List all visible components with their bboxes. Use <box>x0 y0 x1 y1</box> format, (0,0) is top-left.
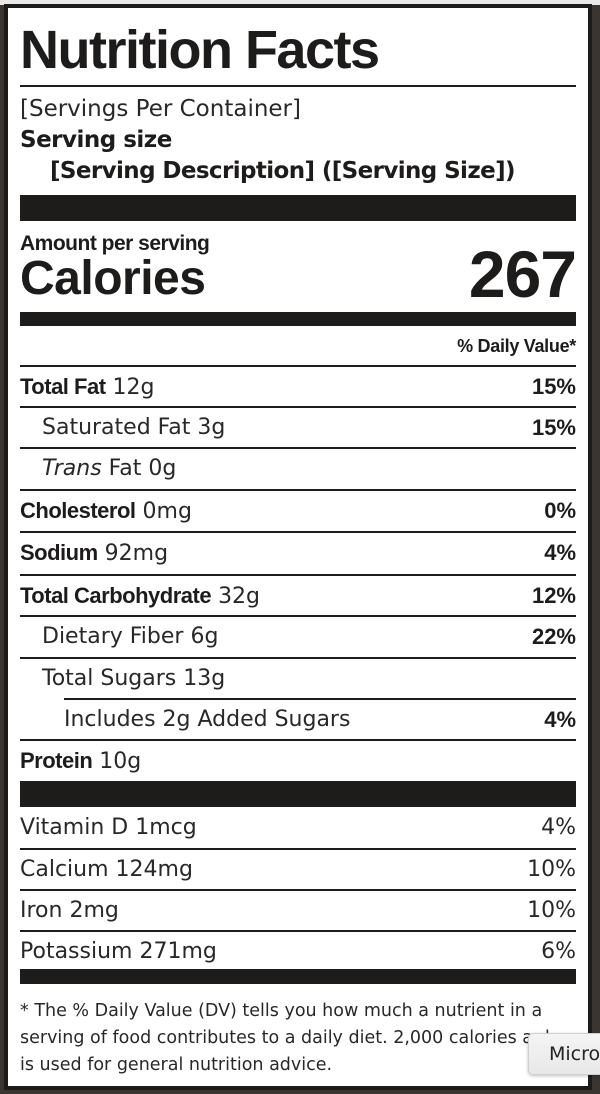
tooltip: Micro <box>528 1033 600 1075</box>
divider-thick <box>20 781 576 807</box>
divider-medium <box>20 969 576 984</box>
vitamin-dv: 10% <box>527 857 576 882</box>
nutrient-name: Fat <box>108 456 142 481</box>
nutrient-dv: 22% <box>531 623 576 649</box>
nutrient-name: Dietary Fiber <box>42 624 184 649</box>
footnote: * The % Daily Value (DV) tells you how m… <box>20 1001 571 1075</box>
vitamin-dv: 10% <box>527 898 576 923</box>
nutrient-dv: 4% <box>544 539 576 565</box>
nutrient-row-dietary-fiber: Dietary Fiber 6g 22% <box>20 615 576 656</box>
vitamin-amount: 271mg <box>139 939 217 964</box>
label-title: Nutrition Facts <box>20 20 380 80</box>
top-strip <box>0 0 600 5</box>
nutrient-name: Total Sugars <box>42 666 177 691</box>
servings-per-container: [Servings Per Container] <box>20 96 301 122</box>
nutrient-amount: 32g <box>218 583 261 609</box>
nutrient-amount: 92mg <box>104 540 169 566</box>
nutrient-row-protein: Protein 10g <box>20 739 576 780</box>
nutrient-amount: 10g <box>99 748 142 774</box>
nutrient-row-trans-fat: Trans Fat 0g <box>20 447 576 488</box>
vitamin-row-calcium: Calcium 124mg 10% <box>20 848 576 889</box>
amount-per-serving: Amount per serving <box>20 232 210 255</box>
label-inner: Nutrition Facts [Servings Per Container]… <box>20 8 577 1086</box>
nutrient-amount: 6g <box>190 624 219 649</box>
vitamin-amount: 1mcg <box>135 815 197 840</box>
vitamin-row-potassium: Potassium 271mg 6% <box>20 930 576 971</box>
nutrient-dv: 12% <box>531 582 576 608</box>
nutrient-name: Saturated Fat <box>42 415 191 440</box>
nutrient-dv: 4% <box>544 706 576 732</box>
nutrient-row-cholesterol: Cholesterol 0mg 0% <box>20 489 576 530</box>
nutrient-dv: 15% <box>531 373 576 399</box>
divider-medium <box>20 312 576 326</box>
divider-thick <box>20 195 576 221</box>
nutrient-amount: 3g <box>197 415 226 440</box>
nutrient-amount: 0g <box>148 456 177 481</box>
nutrient-row-total-fat: Total Fat 12g 15% <box>20 365 576 406</box>
nutrient-amount: 0mg <box>142 498 192 524</box>
nutrient-name: Includes 2g Added Sugars <box>64 707 351 732</box>
nutrient-row-total-carbohydrate: Total Carbohydrate 32g 12% <box>20 574 576 615</box>
nutrient-name-italic: Trans <box>42 456 102 481</box>
vitamin-dv: 4% <box>541 815 576 840</box>
nutrient-name: Total Carbohydrate <box>20 582 212 608</box>
vitamin-name: Potassium <box>20 939 133 964</box>
nutrition-facts-label: Nutrition Facts [Servings Per Container]… <box>4 4 592 1090</box>
nutrient-name: Sodium <box>20 539 98 565</box>
vitamin-name: Vitamin D <box>20 815 129 840</box>
nutrient-row-saturated-fat: Saturated Fat 3g 15% <box>20 406 576 447</box>
nutrient-name: Total Fat <box>20 373 106 399</box>
nutrient-amount: 12g <box>112 374 155 400</box>
calories-value: 267 <box>468 237 577 311</box>
vitamin-amount: 2mg <box>69 898 119 923</box>
vitamin-dv: 6% <box>541 939 576 964</box>
vitamin-name: Calcium <box>20 857 109 882</box>
serving-size-value: [Serving Description] ([Serving Size]) <box>50 158 516 184</box>
nutrient-name: Protein <box>20 747 93 773</box>
nutrient-dv: 15% <box>531 414 576 440</box>
calories-label: Calories <box>20 252 206 305</box>
vitamin-row-iron: Iron 2mg 10% <box>20 889 576 930</box>
nutrient-amount: 13g <box>183 666 226 691</box>
vitamin-row-vitamin-d: Vitamin D 1mcg 4% <box>20 807 576 848</box>
vitamin-name: Iron <box>20 898 63 923</box>
nutrient-dv: 0% <box>544 497 576 523</box>
daily-value-header: % Daily Value* <box>457 336 576 356</box>
divider-thin <box>20 85 576 87</box>
vitamin-amount: 124mg <box>115 857 193 882</box>
nutrient-row-sodium: Sodium 92mg 4% <box>20 531 576 572</box>
nutrient-name: Cholesterol <box>20 497 136 523</box>
nutrient-row-added-sugars: Includes 2g Added Sugars 4% <box>64 698 576 739</box>
serving-size-label: Serving size <box>20 127 172 153</box>
nutrient-row-total-sugars: Total Sugars 13g <box>20 657 576 698</box>
